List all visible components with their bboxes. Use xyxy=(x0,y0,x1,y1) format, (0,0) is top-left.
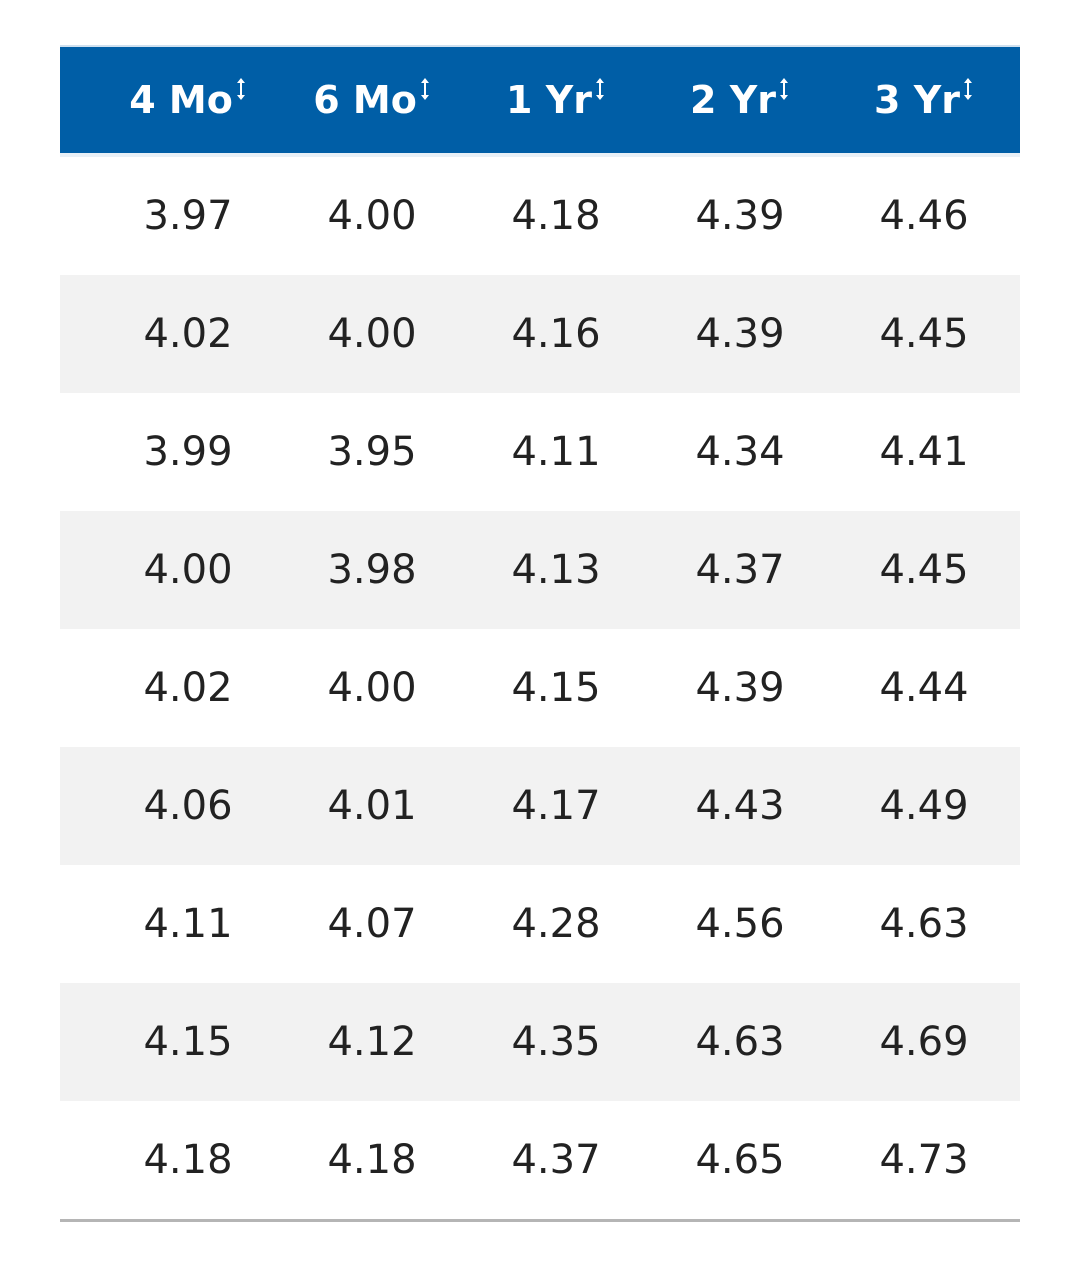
table-row: 4.18 4.18 4.37 4.65 4.73 xyxy=(60,1101,1020,1219)
column-label: 3 Yr xyxy=(874,78,960,122)
table-row: 4.11 4.07 4.28 4.56 4.63 xyxy=(60,865,1020,983)
rate-cell: 4.43 xyxy=(695,783,785,829)
rate-cell: 4.37 xyxy=(511,1137,601,1183)
rate-cell: 4.15 xyxy=(511,665,601,711)
rate-cell: 4.34 xyxy=(695,429,785,475)
rate-cell: 4.00 xyxy=(327,665,417,711)
column-header[interactable]: 6 Mo xyxy=(280,47,464,153)
rate-cell: 4.39 xyxy=(695,193,785,239)
rate-cell: 3.97 xyxy=(143,193,233,239)
rate-cell: 4.63 xyxy=(695,1019,785,1065)
rate-cell: 4.18 xyxy=(327,1137,417,1183)
rate-cell: 4.00 xyxy=(143,547,233,593)
sort-icon xyxy=(595,78,604,100)
rate-cell: 4.65 xyxy=(695,1137,785,1183)
rate-cell: 4.13 xyxy=(511,547,601,593)
rate-cell: 4.06 xyxy=(143,783,233,829)
rate-cell: 3.95 xyxy=(327,429,417,475)
rates-table: 4 Mo 6 Mo 1 Yr 2 Yr 3 Yr 3.97 4.00 4.18 4.39 4.4… xyxy=(60,45,1020,1222)
rate-cell: 4.12 xyxy=(327,1019,417,1065)
rate-cell: 4.45 xyxy=(879,547,969,593)
column-header[interactable]: 2 Yr xyxy=(648,47,832,153)
rate-cell: 4.39 xyxy=(695,311,785,357)
column-label: 6 Mo xyxy=(313,78,417,122)
rate-cell: 4.00 xyxy=(327,311,417,357)
sort-icon xyxy=(420,78,429,100)
rate-cell: 4.16 xyxy=(511,311,601,357)
table-row: 4.06 4.01 4.17 4.43 4.49 xyxy=(60,747,1020,865)
rate-cell: 4.45 xyxy=(879,311,969,357)
column-label: 1 Yr xyxy=(506,78,592,122)
sort-icon xyxy=(779,78,788,100)
table-row: 4.02 4.00 4.16 4.39 4.45 xyxy=(60,275,1020,393)
rate-cell: 4.69 xyxy=(879,1019,969,1065)
table-body: 3.97 4.00 4.18 4.39 4.46 4.02 4.00 4.16 4.39 4.45… xyxy=(60,157,1020,1219)
rate-cell: 4.56 xyxy=(695,901,785,947)
bottom-border xyxy=(60,1219,1020,1222)
table-row: 4.02 4.00 4.15 4.39 4.44 xyxy=(60,629,1020,747)
rate-cell: 4.18 xyxy=(511,193,601,239)
sort-icon xyxy=(963,78,972,100)
rate-cell: 4.18 xyxy=(143,1137,233,1183)
rate-cell: 4.39 xyxy=(695,665,785,711)
rate-cell: 3.99 xyxy=(143,429,233,475)
rate-cell: 4.15 xyxy=(143,1019,233,1065)
table-row: 4.00 3.98 4.13 4.37 4.45 xyxy=(60,511,1020,629)
top-border xyxy=(60,45,1020,47)
table-row: 4.15 4.12 4.35 4.63 4.69 xyxy=(60,983,1020,1101)
rate-cell: 4.11 xyxy=(511,429,601,475)
rate-cell: 4.00 xyxy=(327,193,417,239)
rate-cell: 3.98 xyxy=(327,547,417,593)
rate-cell: 4.35 xyxy=(511,1019,601,1065)
header-separator xyxy=(60,153,1020,157)
table-row: 3.97 4.00 4.18 4.39 4.46 xyxy=(60,157,1020,275)
rate-cell: 4.02 xyxy=(143,311,233,357)
rate-cell: 4.73 xyxy=(879,1137,969,1183)
header-row: 4 Mo 6 Mo 1 Yr 2 Yr 3 Yr xyxy=(60,47,1020,153)
column-header[interactable]: 3 Yr xyxy=(832,47,1016,153)
column-label: 2 Yr xyxy=(690,78,776,122)
rate-cell: 4.02 xyxy=(143,665,233,711)
rate-cell: 4.01 xyxy=(327,783,417,829)
rate-cell: 4.17 xyxy=(511,783,601,829)
column-header[interactable]: 1 Yr xyxy=(464,47,648,153)
rate-cell: 4.11 xyxy=(143,901,233,947)
rate-cell: 4.46 xyxy=(879,193,969,239)
rate-cell: 4.37 xyxy=(695,547,785,593)
rate-cell: 4.49 xyxy=(879,783,969,829)
column-label: 4 Mo xyxy=(129,78,233,122)
column-header[interactable]: 4 Mo xyxy=(96,47,280,153)
rate-cell: 4.44 xyxy=(879,665,969,711)
sort-icon xyxy=(236,78,245,100)
rate-cell: 4.07 xyxy=(327,901,417,947)
table-row: 3.99 3.95 4.11 4.34 4.41 xyxy=(60,393,1020,511)
rate-cell: 4.63 xyxy=(879,901,969,947)
rate-cell: 4.28 xyxy=(511,901,601,947)
rate-cell: 4.41 xyxy=(879,429,969,475)
